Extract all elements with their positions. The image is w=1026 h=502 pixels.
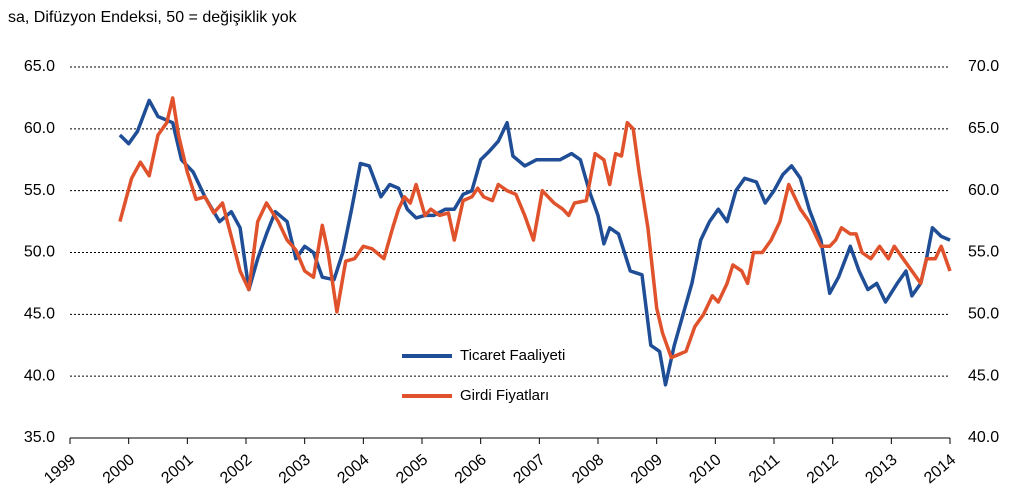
x-tick-label: 1999	[41, 451, 79, 487]
y-tick-label: 60.0	[24, 120, 55, 137]
x-tick-label: 2004	[334, 451, 372, 487]
x-tick-label: 2005	[393, 451, 431, 487]
y2-tick-label: 55.0	[968, 244, 999, 261]
y2-tick-label: 60.0	[968, 182, 999, 199]
legend-label: Ticaret Faaliyeti	[460, 347, 565, 364]
y-tick-label: 40.0	[24, 367, 55, 384]
legend-label: Girdi Fiyatları	[460, 387, 549, 404]
x-tick-label: 2011	[746, 451, 783, 486]
x-tick-label: 2000	[100, 451, 138, 487]
x-tick-label: 2009	[628, 451, 666, 487]
x-tick-label: 2007	[510, 451, 548, 487]
x-tick-label: 2014	[921, 451, 959, 487]
chart-subtitle: sa, Difüzyon Endeksi, 50 = değişiklik yo…	[8, 9, 298, 26]
x-tick-label: 2008	[569, 451, 607, 487]
y-tick-label: 55.0	[24, 182, 55, 199]
y2-tick-label: 40.0	[968, 429, 999, 446]
y2-tick-label: 50.0	[968, 306, 999, 323]
series-line	[118, 98, 951, 387]
y-tick-label: 45.0	[24, 306, 55, 323]
x-tick-label: 2002	[217, 451, 255, 487]
y2-tick-label: 65.0	[968, 120, 999, 137]
series-line	[118, 96, 952, 360]
y-tick-label: 35.0	[24, 429, 55, 446]
x-tick-label: 2001	[158, 451, 196, 487]
x-tick-label: 2006	[452, 451, 490, 487]
y-tick-label: 50.0	[24, 244, 55, 261]
y2-tick-label: 45.0	[968, 367, 999, 384]
x-tick-label: 2003	[276, 451, 314, 487]
x-tick-label: 2013	[862, 451, 900, 487]
x-tick-label: 2010	[686, 451, 724, 487]
y2-tick-label: 70.0	[968, 58, 999, 75]
x-tick-label: 2012	[804, 451, 842, 487]
y-tick-label: 65.0	[24, 58, 55, 75]
